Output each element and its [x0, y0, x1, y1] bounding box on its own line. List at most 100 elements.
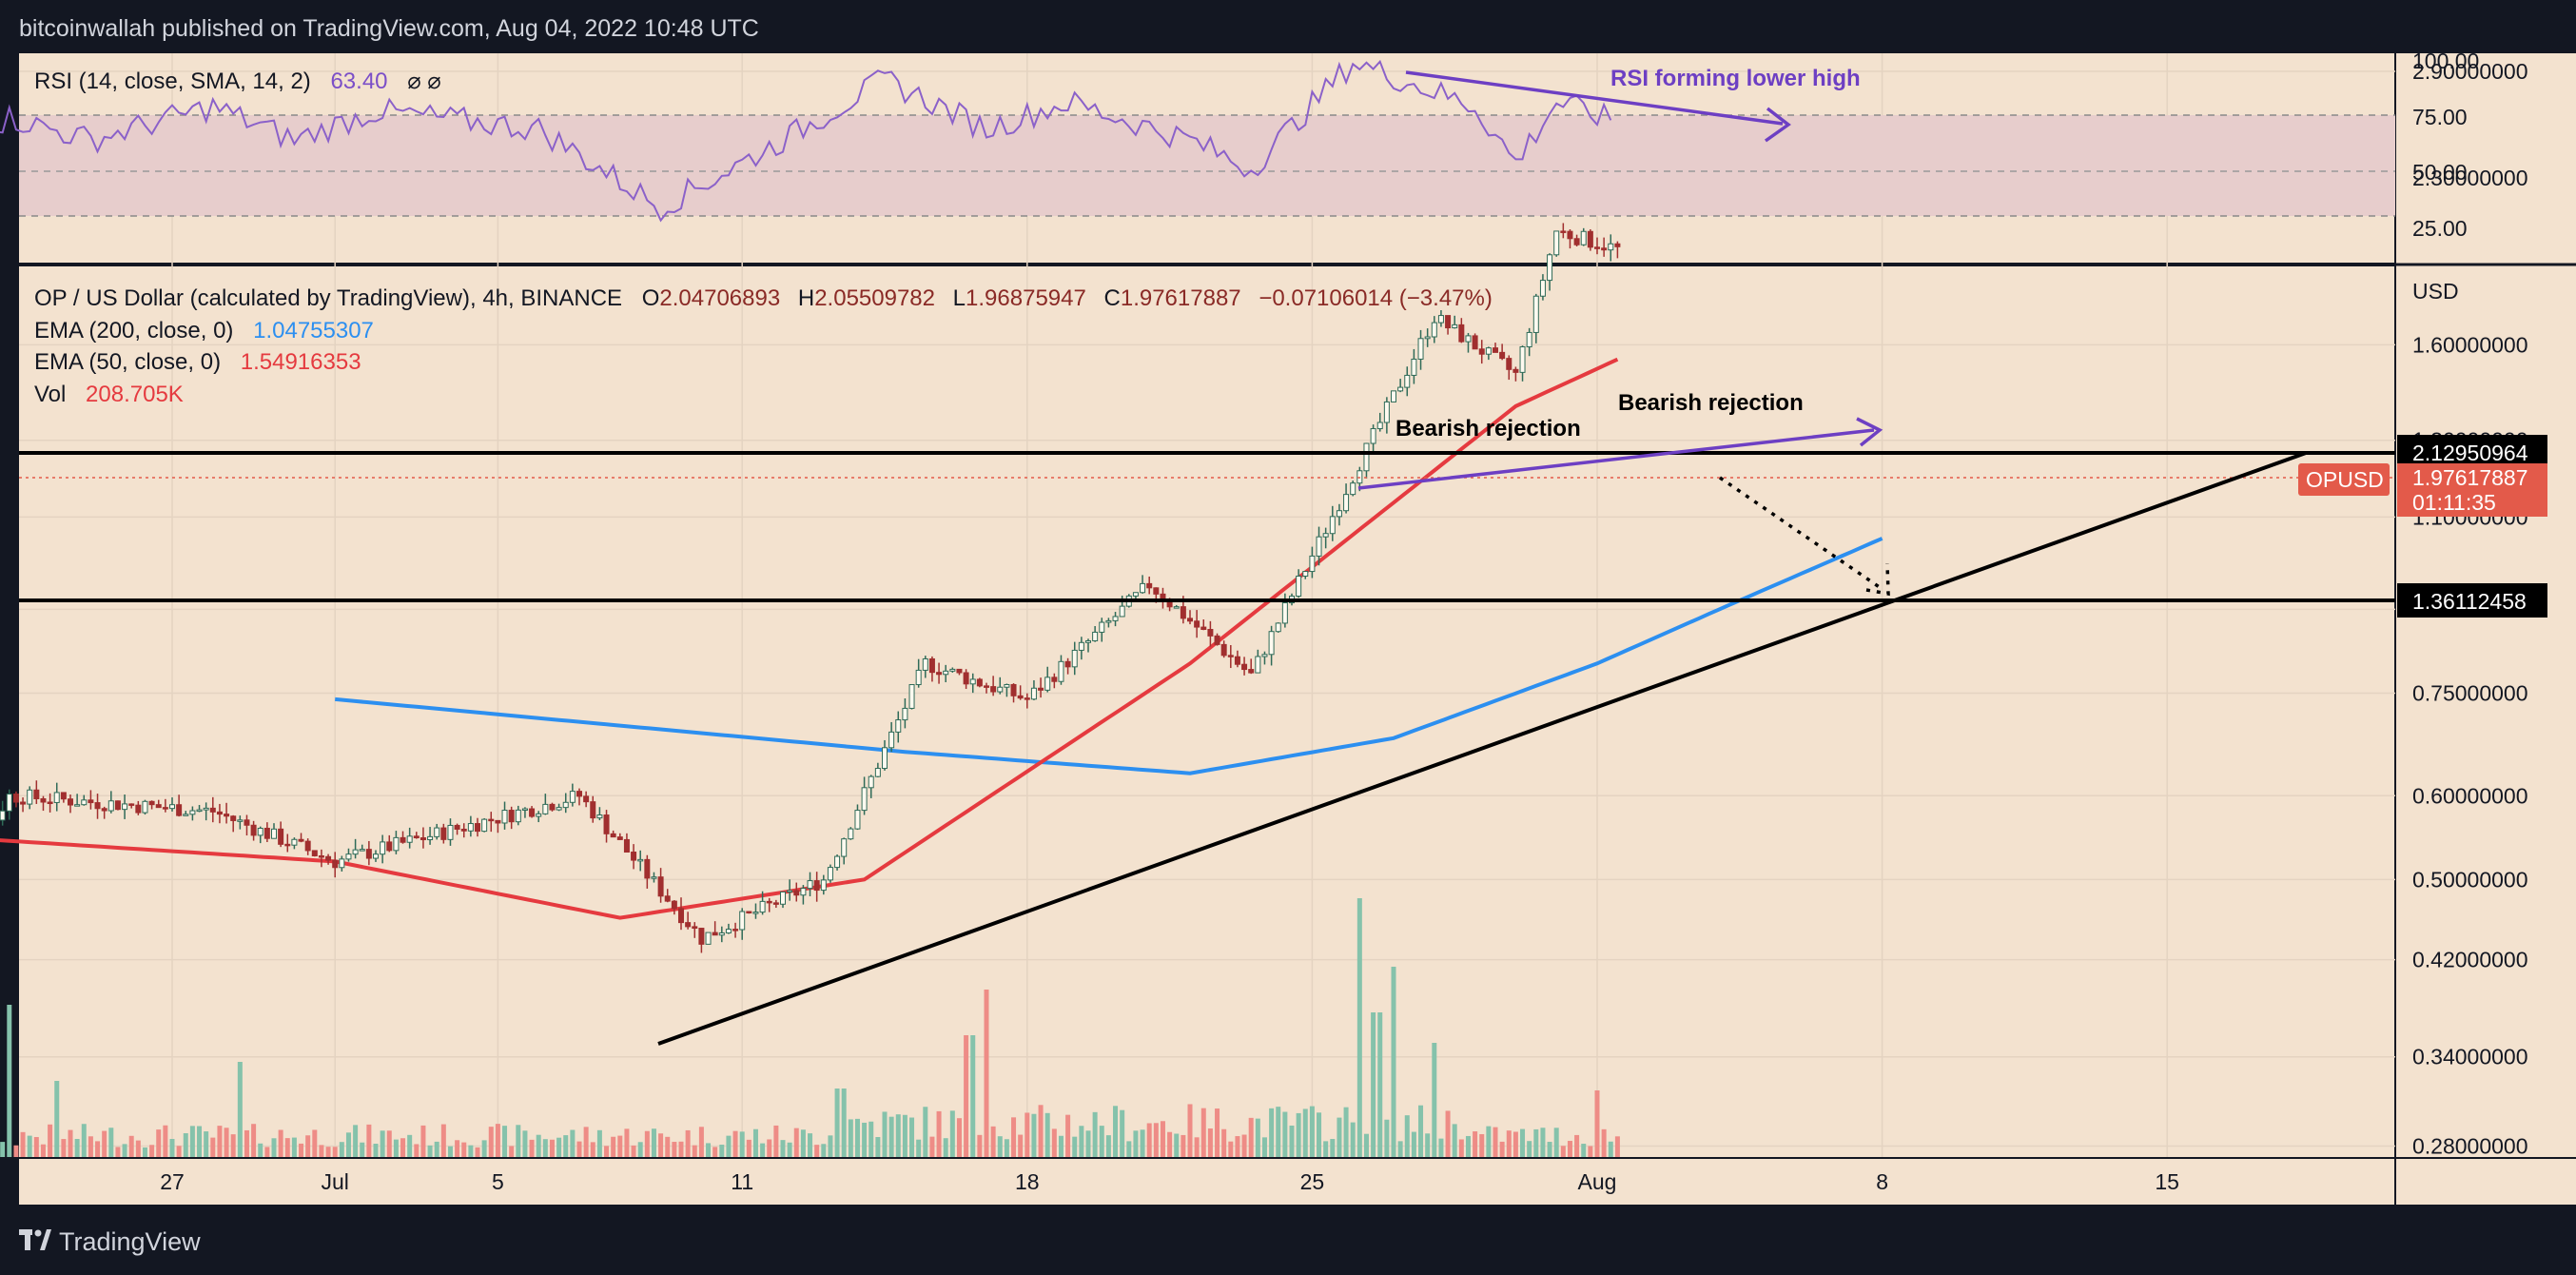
candle-body — [216, 811, 223, 815]
volume-bar — [719, 1145, 725, 1157]
candle-body — [6, 794, 12, 812]
volume-bar — [1181, 1134, 1186, 1157]
candle-body — [1383, 401, 1390, 423]
candle-body — [1173, 606, 1180, 609]
candle-body — [651, 876, 657, 879]
volume-bar — [1574, 1134, 1580, 1157]
volume-bar — [345, 1132, 351, 1157]
candle-body — [311, 850, 318, 856]
volume-bar — [1004, 1139, 1009, 1157]
volume-bar — [1079, 1126, 1084, 1157]
volume-bars — [0, 898, 1620, 1157]
projection-arrow-head — [1865, 562, 1890, 597]
price-legend: OP / US Dollar (calculated by TradingVie… — [34, 285, 1493, 311]
price-tick-label: 0.75000000 — [2412, 680, 2528, 705]
volume-bar — [1553, 1128, 1559, 1157]
volume-legend-name: Vol — [34, 382, 66, 407]
volume-bar — [977, 1134, 983, 1157]
volume-bar — [949, 1110, 955, 1157]
volume-bar — [854, 1118, 860, 1157]
volume-bar — [224, 1128, 229, 1157]
candle-body — [1532, 295, 1539, 333]
candle-body — [1085, 639, 1091, 643]
volume-bar — [712, 1147, 718, 1157]
volume-bar — [251, 1124, 257, 1157]
volume-bar — [74, 1139, 80, 1157]
ascending-trendline — [657, 451, 2307, 1046]
candle-body — [542, 803, 549, 814]
candle-body — [393, 836, 400, 852]
candle-body — [752, 912, 759, 914]
volume-bar — [1146, 1123, 1152, 1157]
volume-bar — [868, 1121, 874, 1157]
candle-body — [1030, 687, 1037, 700]
candle-body — [1363, 442, 1370, 472]
rsi-tick-100: 100.00 — [2412, 49, 2479, 73]
candle-body — [908, 684, 915, 709]
volume-legend: Vol 208.705K — [34, 382, 184, 407]
volume-bar — [393, 1139, 399, 1157]
candle-body — [400, 836, 406, 843]
candle-body — [922, 657, 928, 671]
volume-bar — [706, 1143, 712, 1157]
volume-bar — [773, 1125, 779, 1157]
candle-body — [1547, 254, 1553, 282]
candle-body — [74, 804, 81, 807]
volume-bar — [1493, 1127, 1498, 1157]
candle-body — [107, 800, 114, 812]
candle-body — [1207, 629, 1214, 637]
candle-body — [142, 800, 148, 814]
candle-body — [1437, 315, 1444, 324]
candle-body — [746, 911, 752, 913]
candle-body — [1370, 428, 1376, 444]
volume-bar — [360, 1142, 365, 1157]
candle-body — [678, 908, 684, 924]
volume-bar — [732, 1130, 738, 1157]
time-tick-label: Jul — [321, 1169, 348, 1194]
volume-bar — [1194, 1137, 1200, 1157]
candle-body — [1261, 654, 1268, 657]
volume-bar — [956, 1118, 962, 1157]
candle-body — [1417, 338, 1424, 360]
volume-bar — [204, 1131, 209, 1157]
volume-bar — [353, 1125, 359, 1157]
candle-body — [47, 801, 53, 805]
volume-bar — [312, 1129, 318, 1157]
candle-body — [1227, 655, 1234, 657]
time-tick-label: 25 — [1300, 1169, 1325, 1194]
volume-bar — [604, 1146, 610, 1157]
ohlc-close-label: C — [1104, 285, 1121, 311]
candle-body — [1281, 602, 1288, 624]
candle-body — [0, 810, 6, 821]
volume-bar — [624, 1128, 630, 1157]
candle-body — [488, 818, 495, 822]
volume-bar — [447, 1146, 453, 1157]
candle-body — [915, 669, 922, 686]
volume-bar — [882, 1111, 888, 1157]
rsi-arrow-head — [1764, 107, 1791, 143]
volume-bar — [936, 1110, 942, 1157]
volume-bar — [1276, 1107, 1281, 1157]
candle-body — [420, 837, 426, 841]
time-tick-label: 15 — [2155, 1169, 2179, 1194]
volume-bar — [1113, 1106, 1119, 1157]
volume-bar — [1560, 1146, 1566, 1157]
candle-body — [868, 775, 874, 789]
candle-body — [209, 807, 216, 813]
candle-body — [576, 791, 582, 797]
volume-bar — [1438, 1138, 1444, 1157]
volume-bar — [1404, 1115, 1410, 1157]
volume-bar — [814, 1145, 820, 1157]
volume-bar — [135, 1140, 141, 1157]
candle-body — [854, 810, 861, 830]
volume-bar — [596, 1129, 602, 1157]
candle-body — [943, 670, 949, 676]
candle-body — [1560, 230, 1567, 233]
candle-body — [1526, 331, 1532, 348]
candle-body — [1391, 390, 1396, 402]
candle-body — [169, 804, 175, 810]
volume-bar — [102, 1130, 107, 1157]
candle-body — [114, 800, 121, 811]
volume-bar — [1397, 1141, 1403, 1157]
volume-bar — [1302, 1108, 1308, 1157]
